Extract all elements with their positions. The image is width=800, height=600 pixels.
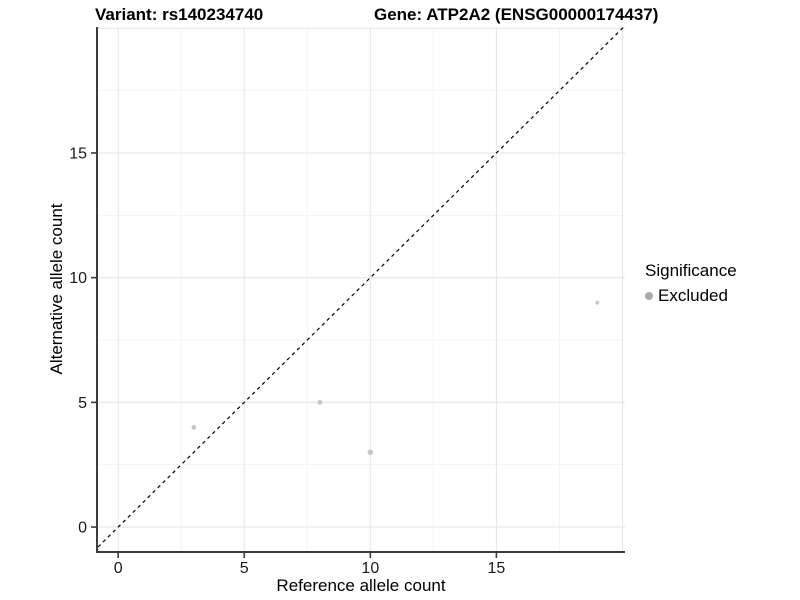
data-point xyxy=(367,449,374,456)
data-point xyxy=(191,424,197,430)
y-tick-label: 10 xyxy=(69,270,87,287)
legend-point-icon xyxy=(645,292,653,300)
x-tick-label: 15 xyxy=(488,560,506,577)
x-tick-label: 5 xyxy=(240,560,249,577)
y-tick-label: 15 xyxy=(69,145,87,162)
plot-title-variant: Variant: rs140234740 xyxy=(95,5,264,24)
legend-title: Significance xyxy=(645,261,737,280)
x-axis-title: Reference allele count xyxy=(276,576,446,595)
y-tick-label: 5 xyxy=(78,395,87,412)
legend-item-excluded: Excluded xyxy=(645,286,737,306)
x-tick-label: 10 xyxy=(361,560,379,577)
x-tick-label: 0 xyxy=(114,560,123,577)
data-point xyxy=(317,399,323,405)
plot-title-gene: Gene: ATP2A2 (ENSG00000174437) xyxy=(374,5,659,24)
legend: Significance Excluded xyxy=(645,261,737,306)
y-tick-label: 0 xyxy=(78,520,87,537)
legend-item-label: Excluded xyxy=(658,286,728,305)
identity-line xyxy=(97,26,625,548)
data-point xyxy=(595,300,600,305)
